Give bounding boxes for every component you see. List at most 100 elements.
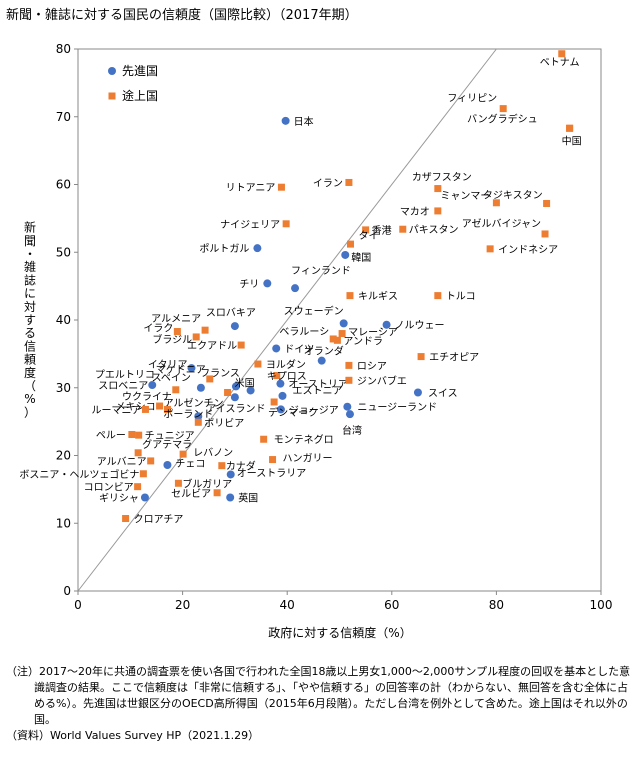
point-label: ヨルダン (266, 358, 306, 371)
point-label: マケドニア (156, 364, 206, 376)
data-point (140, 493, 149, 502)
point-label: アゼルバイジャン (462, 218, 541, 230)
point-label: ノルウェー (395, 320, 445, 332)
data-point (346, 240, 354, 248)
point-label: アンドラ (343, 335, 383, 347)
data-point (343, 402, 352, 411)
data-point (434, 207, 442, 215)
data-point (269, 456, 277, 464)
point-label: チュニジア (145, 430, 195, 442)
data-point (341, 250, 350, 259)
data-point (338, 330, 346, 338)
data-point (141, 405, 149, 413)
point-label: パキスタン (409, 224, 459, 236)
point-label: ロシア (357, 361, 387, 372)
data-point (254, 360, 262, 368)
point-label: 米国 (235, 376, 255, 389)
point-label: トルコ (446, 292, 476, 303)
data-point (179, 450, 187, 458)
point-label: スロベニア (98, 380, 148, 392)
point-label: ミャンマー (440, 191, 490, 202)
x-tick-label: 20 (175, 598, 190, 612)
point-label: アイスランド (206, 403, 265, 415)
point-label: クロアチア (134, 514, 184, 526)
data-point (206, 375, 214, 383)
data-point (139, 470, 147, 478)
note-text: （注）2017～20年に共通の調査票を使い各国で行われた全国18歳以上男女1,0… (6, 665, 631, 726)
point-label: ポルトガル (199, 243, 249, 255)
data-point (345, 410, 354, 419)
point-label: 韓国 (351, 252, 371, 264)
point-label: オランダ (304, 345, 344, 358)
data-point (187, 364, 196, 373)
data-point (134, 483, 142, 491)
data-point (270, 398, 278, 406)
legend-marker (108, 67, 116, 75)
point-label: チリ (239, 278, 259, 290)
point-label: タイ (358, 230, 378, 242)
data-point (272, 344, 281, 353)
x-tick-label: 0 (74, 598, 82, 612)
data-point (201, 326, 209, 334)
point-label: マレーシア (348, 328, 398, 339)
data-point (273, 372, 281, 380)
point-label: フィリピン (447, 93, 497, 105)
point-label: ニュージーランド (357, 402, 437, 414)
data-point (417, 353, 425, 361)
legend-marker (108, 92, 116, 100)
data-point (278, 391, 287, 400)
point-label: セルビア (171, 488, 211, 500)
data-point (399, 225, 407, 233)
point-label: ボスニア・ヘルツェゴビナ (19, 468, 139, 481)
y-tick-label: 70 (56, 110, 71, 124)
point-label: ベトナム (540, 57, 580, 69)
x-axis-label: 政府に対する信頼度（%） (268, 625, 411, 640)
point-label: リトアニア (226, 183, 276, 194)
point-label: エクアドル (187, 340, 237, 352)
data-point (163, 405, 171, 413)
point-label: ルーマニア (91, 405, 141, 416)
data-point (362, 226, 370, 234)
data-point (382, 320, 391, 329)
point-label: メキシコ (116, 402, 156, 413)
diagonal-line (77, 48, 497, 592)
data-point (281, 116, 290, 125)
point-label: タジキスタン (483, 189, 543, 201)
axes: 0 10 20 30 40 50 60 70 80 0 20 40 60 80 100 (56, 42, 613, 612)
point-label: モンテネグロ (274, 433, 334, 446)
y-axis-label: 新聞・雑誌に対する信頼度（%） (24, 220, 36, 420)
point-label: スペイン (152, 373, 191, 384)
scatter-chart: 0 10 20 30 40 50 60 70 80 0 20 40 60 80 100 日本ポルトガル韓国チ… (19, 42, 613, 640)
data-point (276, 379, 285, 388)
x-tick-label: 80 (489, 598, 504, 612)
point-label: バングラデシュ (467, 112, 538, 125)
source-text: （資料）World Values Survey HP（2021.1.29） (6, 729, 260, 742)
point-label: カナダ (226, 460, 256, 473)
data-point (224, 388, 232, 396)
point-label: デンマーク (268, 406, 318, 419)
point-label: エストニア (292, 386, 342, 397)
y-tick-label: 80 (56, 42, 71, 56)
data-point (333, 336, 341, 344)
data-point (192, 333, 200, 341)
point-label: キルギス (358, 291, 398, 303)
data-point (194, 418, 202, 426)
point-label: 中国 (562, 134, 582, 147)
data-point (541, 230, 549, 238)
point-label: オーストリア (288, 379, 348, 391)
point-label: スイス (428, 388, 458, 399)
point-label: エチオピア (429, 352, 479, 364)
data-point (263, 279, 272, 288)
data-point (134, 449, 142, 457)
point-label: 台湾 (342, 424, 362, 437)
data-point (230, 393, 239, 402)
point-label: チェコ (175, 458, 205, 470)
data-point (413, 388, 422, 397)
data-point (196, 383, 205, 392)
point-label: ドイツ (284, 344, 314, 355)
point-label: グアテマラ (142, 438, 192, 451)
point-label: イタリア (148, 359, 188, 371)
data-point (291, 284, 300, 293)
data-point (148, 381, 157, 390)
